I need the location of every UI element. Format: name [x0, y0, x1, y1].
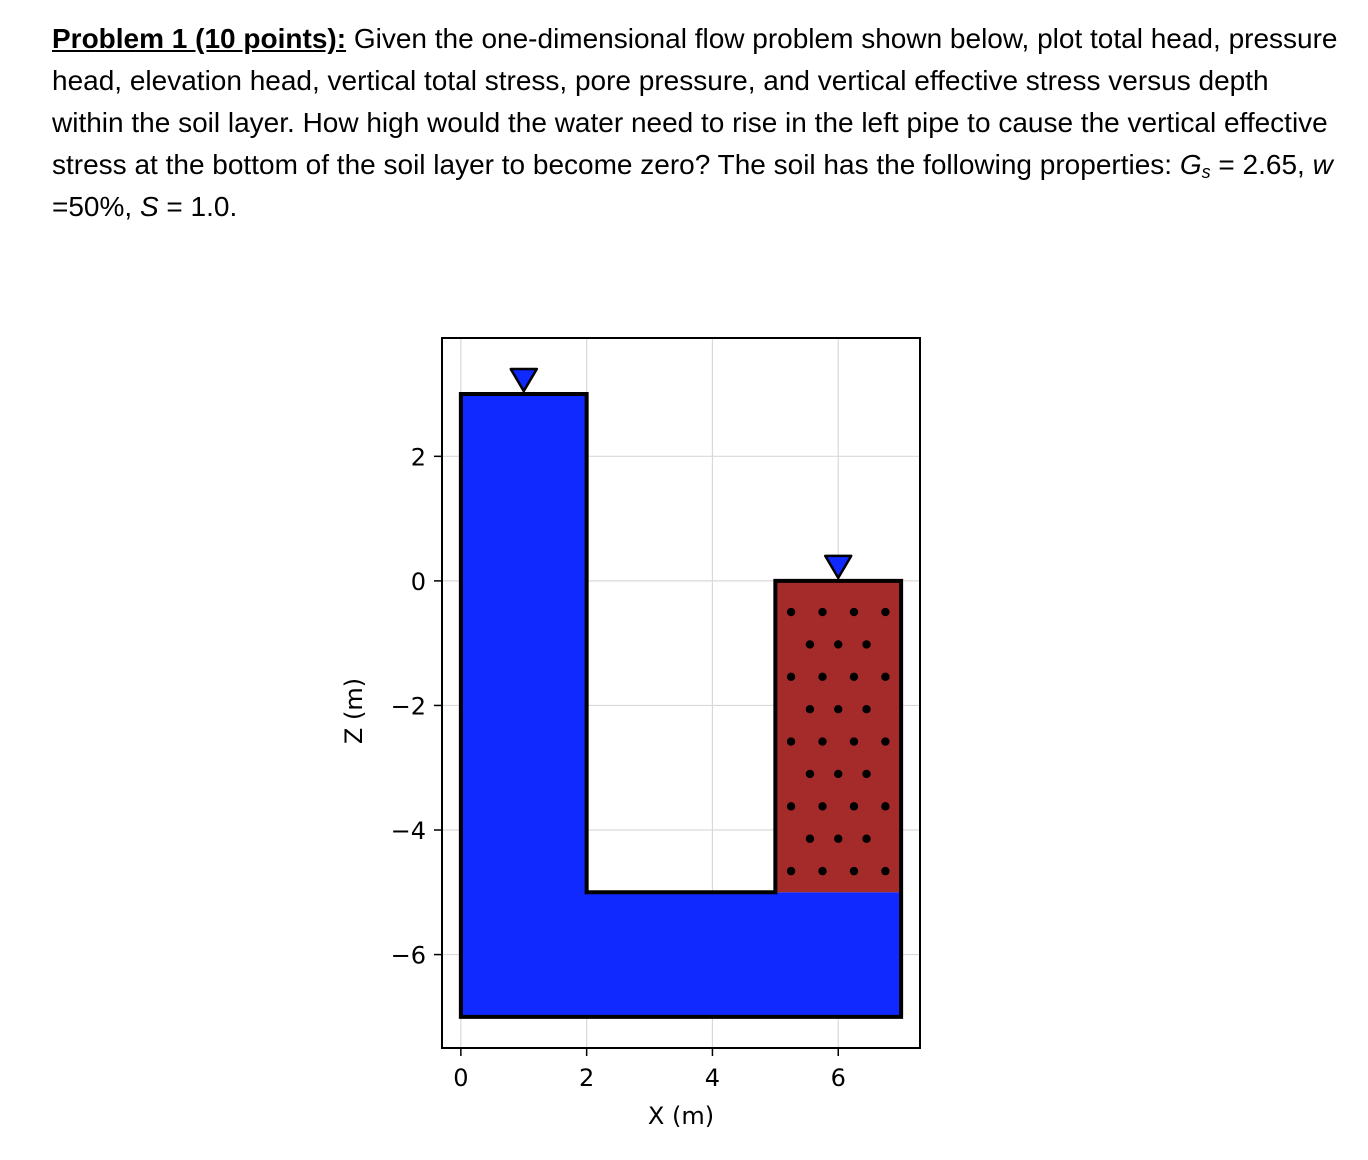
soil-dot [834, 769, 843, 779]
soil-dot [805, 834, 815, 843]
water-level-marker [509, 367, 539, 393]
soil-dot [881, 866, 890, 876]
soil-dot [786, 866, 796, 876]
soil-dot [786, 672, 796, 682]
x-axis-label: X (m) [648, 1102, 714, 1130]
problem-text: Given the one-dimensional flow problem s… [52, 23, 1338, 180]
gs-subscript: s [1201, 162, 1211, 182]
soil-dot [881, 607, 890, 617]
soil-dot [862, 704, 871, 714]
soil-dot [881, 672, 890, 682]
water-level-marker [823, 554, 853, 580]
gs-value: = 2.65, [1210, 149, 1313, 180]
soil-dot [834, 704, 843, 714]
x-tick-label: 0 [453, 1064, 468, 1092]
soil-dot [881, 802, 890, 811]
soil-dot [849, 607, 859, 617]
soil-dot [834, 640, 843, 649]
problem-label: Problem 1 (10 points): [52, 23, 347, 54]
soil-dot [805, 704, 815, 714]
soil-dot [786, 607, 796, 617]
w-symbol: w [1312, 149, 1333, 180]
z-tick-label: −2 [391, 692, 426, 720]
gs-symbol: G [1179, 149, 1202, 180]
soil-dots [786, 607, 890, 876]
soil-dot [805, 640, 815, 649]
z-tick-label: −6 [391, 942, 426, 970]
x-tick-label: 6 [831, 1064, 846, 1092]
w-value: =50%, [52, 191, 140, 222]
soil-dot [786, 802, 796, 811]
soil-dot [881, 737, 890, 746]
s-value: = 1.0. [158, 191, 238, 222]
soil-dot [849, 866, 859, 876]
soil-dot [818, 607, 827, 617]
soil-dot [862, 640, 871, 649]
diagram-shapes [458, 367, 904, 1019]
soil-dot [849, 802, 859, 811]
soil-dot [818, 866, 827, 876]
pipe-outline [458, 392, 904, 1019]
plot-frame [441, 337, 921, 1049]
soil-dot [862, 769, 871, 779]
soil-layer [775, 580, 902, 893]
z-tick-label: 2 [411, 443, 426, 471]
flow-diagram: 0 2 4 6 2 0 −2 −4 −6 X (m) Z (m) [340, 337, 921, 1130]
soil-dot [849, 672, 859, 682]
x-tick-label: 2 [579, 1064, 594, 1092]
soil-dot [818, 737, 827, 746]
y-axis-label: Z (m) [340, 678, 368, 744]
problem-statement: Problem 1 (10 points): Given the one-dim… [52, 18, 1342, 228]
soil-dot [818, 672, 827, 682]
soil-dot [805, 769, 815, 779]
s-symbol: S [139, 191, 159, 222]
x-tick-label: 4 [705, 1064, 720, 1092]
soil-dot [834, 834, 843, 843]
soil-dot [818, 802, 827, 811]
axis-ticks: 0 2 4 6 2 0 −2 −4 −6 [391, 443, 846, 1092]
soil-dot [786, 737, 796, 746]
z-tick-label: 0 [411, 568, 426, 596]
soil-dot [862, 834, 871, 843]
water-body [460, 394, 902, 1017]
soil-dot [849, 737, 859, 746]
z-tick-label: −4 [391, 817, 426, 845]
